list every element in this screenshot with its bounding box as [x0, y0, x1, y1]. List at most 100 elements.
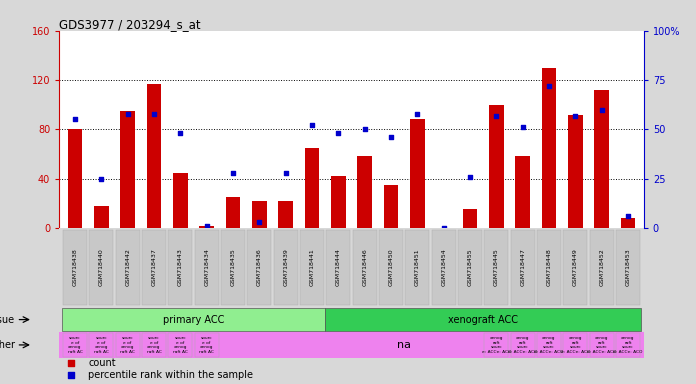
- Text: GSM718438: GSM718438: [72, 248, 77, 286]
- FancyBboxPatch shape: [616, 230, 640, 305]
- FancyBboxPatch shape: [63, 230, 87, 305]
- Text: sourc
e of
xenog
raft AC: sourc e of xenog raft AC: [68, 336, 82, 354]
- Bar: [120, 111, 135, 228]
- Text: xenog
raft
sourc
e: ACCe: ACO: xenog raft sourc e: ACCe: ACO: [587, 336, 617, 354]
- FancyBboxPatch shape: [142, 333, 166, 357]
- Bar: [68, 129, 82, 228]
- Text: GSM718453: GSM718453: [626, 248, 631, 286]
- Text: percentile rank within the sample: percentile rank within the sample: [88, 369, 253, 379]
- FancyBboxPatch shape: [89, 333, 113, 357]
- Bar: [621, 218, 635, 228]
- FancyBboxPatch shape: [616, 333, 640, 357]
- Text: GSM718452: GSM718452: [599, 248, 604, 286]
- Text: GSM718448: GSM718448: [546, 248, 551, 286]
- FancyBboxPatch shape: [563, 230, 587, 305]
- FancyBboxPatch shape: [194, 230, 219, 305]
- Point: [280, 170, 291, 176]
- Text: count: count: [88, 358, 116, 368]
- FancyBboxPatch shape: [325, 308, 641, 331]
- FancyBboxPatch shape: [432, 230, 456, 305]
- Text: other: other: [0, 340, 15, 350]
- Bar: [358, 156, 372, 228]
- Bar: [463, 210, 477, 228]
- FancyBboxPatch shape: [168, 230, 192, 305]
- Bar: [252, 201, 267, 228]
- Text: na: na: [397, 340, 411, 350]
- Text: GSM718437: GSM718437: [152, 248, 157, 286]
- Point: [306, 122, 317, 129]
- Text: GSM718434: GSM718434: [204, 248, 209, 286]
- Text: GSM718445: GSM718445: [494, 248, 499, 286]
- Text: GSM718435: GSM718435: [230, 248, 235, 286]
- FancyBboxPatch shape: [221, 230, 245, 305]
- Point: [65, 360, 77, 366]
- FancyBboxPatch shape: [511, 333, 535, 357]
- FancyBboxPatch shape: [62, 308, 325, 331]
- Point: [622, 213, 633, 219]
- Point: [254, 219, 265, 225]
- Text: GDS3977 / 203294_s_at: GDS3977 / 203294_s_at: [59, 18, 200, 31]
- Point: [386, 134, 397, 140]
- Text: xenograft ACC: xenograft ACC: [448, 314, 518, 324]
- Bar: [410, 119, 425, 228]
- FancyBboxPatch shape: [379, 230, 403, 305]
- FancyBboxPatch shape: [194, 333, 219, 357]
- FancyBboxPatch shape: [590, 333, 614, 357]
- Text: GSM718444: GSM718444: [335, 248, 341, 286]
- Text: GSM718443: GSM718443: [177, 248, 183, 286]
- Point: [96, 175, 107, 182]
- Text: sourc
e of
xenog
raft AC: sourc e of xenog raft AC: [94, 336, 109, 354]
- Point: [148, 111, 159, 117]
- FancyBboxPatch shape: [247, 230, 271, 305]
- Point: [122, 111, 133, 117]
- Point: [438, 225, 449, 231]
- FancyBboxPatch shape: [89, 230, 113, 305]
- Text: xenog
raft
sourc
e: ACCe: ACO: xenog raft sourc e: ACCe: ACO: [535, 336, 564, 354]
- Bar: [199, 225, 214, 228]
- Text: GSM718447: GSM718447: [520, 248, 525, 286]
- Bar: [568, 114, 583, 228]
- Point: [544, 83, 555, 89]
- Text: sourc
e of
xenog
raft AC: sourc e of xenog raft AC: [199, 336, 214, 354]
- Text: primary ACC: primary ACC: [163, 314, 224, 324]
- Text: GSM718439: GSM718439: [283, 248, 288, 286]
- FancyBboxPatch shape: [537, 333, 561, 357]
- Text: xenog
raft
sourc
e: ACCe: ACO: xenog raft sourc e: ACCe: ACO: [561, 336, 590, 354]
- Point: [412, 111, 423, 117]
- Text: GSM718440: GSM718440: [99, 248, 104, 286]
- Text: sourc
e of
xenog
raft AC: sourc e of xenog raft AC: [173, 336, 188, 354]
- Bar: [147, 84, 161, 228]
- Point: [201, 223, 212, 229]
- Text: GSM718450: GSM718450: [388, 248, 393, 286]
- FancyBboxPatch shape: [590, 230, 614, 305]
- Text: GSM718451: GSM718451: [415, 248, 420, 286]
- Bar: [383, 185, 398, 228]
- FancyBboxPatch shape: [458, 230, 482, 305]
- FancyBboxPatch shape: [63, 333, 87, 357]
- Point: [175, 130, 186, 136]
- Point: [333, 130, 344, 136]
- FancyBboxPatch shape: [484, 333, 509, 357]
- Bar: [173, 172, 187, 228]
- Point: [596, 106, 607, 113]
- FancyBboxPatch shape: [353, 230, 377, 305]
- Bar: [226, 197, 240, 228]
- Bar: [305, 148, 319, 228]
- Point: [228, 170, 239, 176]
- FancyBboxPatch shape: [274, 230, 298, 305]
- FancyBboxPatch shape: [511, 230, 535, 305]
- Point: [359, 126, 370, 132]
- Point: [491, 113, 502, 119]
- FancyBboxPatch shape: [116, 230, 140, 305]
- FancyBboxPatch shape: [563, 333, 587, 357]
- Text: xenog
raft
sourc
e: ACCe: ACO: xenog raft sourc e: ACCe: ACO: [613, 336, 642, 354]
- Text: GSM718449: GSM718449: [573, 248, 578, 286]
- FancyBboxPatch shape: [168, 333, 192, 357]
- FancyBboxPatch shape: [484, 230, 509, 305]
- Text: GSM718454: GSM718454: [441, 248, 446, 286]
- Text: GSM718436: GSM718436: [257, 248, 262, 286]
- FancyBboxPatch shape: [326, 230, 350, 305]
- Bar: [594, 90, 609, 228]
- Text: GSM718441: GSM718441: [310, 248, 315, 286]
- Point: [65, 371, 77, 377]
